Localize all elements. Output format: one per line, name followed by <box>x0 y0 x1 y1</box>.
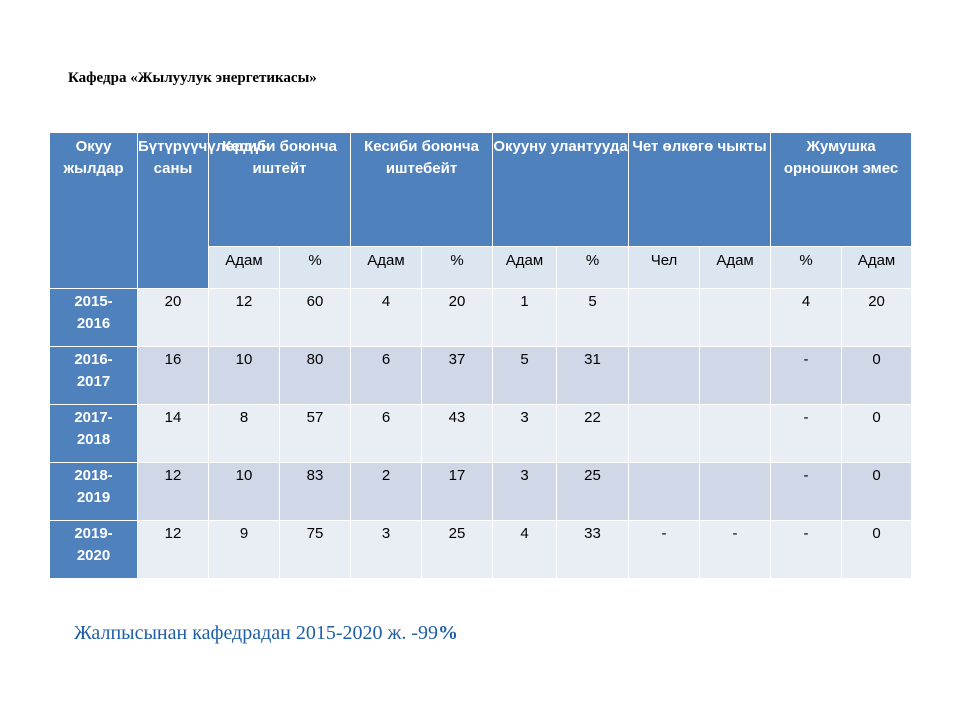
data-cell <box>628 288 701 347</box>
table-row: 2019- 2020 12 9 75 3 25 4 33- - -0 <box>49 520 913 579</box>
data-cell: - <box>770 346 843 405</box>
data-cell: - <box>770 404 843 463</box>
table-row: 2015- 2016 20 12 60 4 20 1 5 4 20 <box>49 288 913 347</box>
subheader-cell: Чел <box>628 246 701 289</box>
year-cell: 2019- 2020 <box>49 520 138 579</box>
data-cell <box>628 346 701 405</box>
data-cell: 57 <box>278 404 352 463</box>
data-cell: 25 <box>421 520 494 579</box>
data-cell: 10 <box>208 462 280 521</box>
year-cell: 2015- 2016 <box>49 288 138 347</box>
data-cell: 6 <box>350 346 423 405</box>
data-cell: 60 <box>278 288 352 347</box>
data-cell: 4 <box>770 288 843 347</box>
data-cell: - <box>770 462 843 521</box>
data-cell: 16 <box>137 346 209 405</box>
data-cell: 8 <box>208 404 280 463</box>
data-cell: - <box>628 520 701 579</box>
subheader-cell: Адам <box>350 246 423 289</box>
subheader-cell: Адам <box>492 246 558 289</box>
data-cell: 5 <box>492 346 558 405</box>
data-cell: 0 <box>841 346 913 405</box>
data-cell: 3 <box>492 462 558 521</box>
data-cell <box>628 404 701 463</box>
data-cell: - <box>699 520 772 579</box>
data-cell: 17 <box>421 462 494 521</box>
summary-text: Жалпысынан кафедрадан 2015-2020 ж. -99 <box>74 622 439 644</box>
data-cell <box>699 288 772 347</box>
summary-note: Жалпысынан кафедрадан 2015-2020 ж. -99% <box>74 622 458 645</box>
data-cell: 31 <box>556 346 630 405</box>
data-cell <box>699 404 772 463</box>
subheader-cell: % <box>278 246 352 289</box>
data-cell: 3 <box>350 520 423 579</box>
data-cell: 20 <box>137 288 209 347</box>
header-went-abroad: Чет өлкөгө чыкты <box>628 132 772 247</box>
data-cell: 0 <box>841 520 913 579</box>
data-cell: 83 <box>278 462 352 521</box>
data-cell <box>699 346 772 405</box>
header-not-working-in-field: Кесиби боюнча иштебейт <box>350 132 494 247</box>
subheader-cell: % <box>556 246 630 289</box>
subheader-cell: Адам <box>699 246 772 289</box>
data-cell: 20 <box>421 288 494 347</box>
table-row: 2017- 2018 14 8 57 6 43 3 22 -0 <box>49 404 913 463</box>
data-cell: 10 <box>208 346 280 405</box>
data-cell: 6 <box>350 404 423 463</box>
data-cell: 2 <box>350 462 423 521</box>
data-cell: 1 <box>492 288 558 347</box>
year-cell: 2017- 2018 <box>49 404 138 463</box>
table-row: 2016- 2017 16 10 80 6 37 5 31 -0 <box>49 346 913 405</box>
data-cell: 0 <box>841 404 913 463</box>
data-cell: 4 <box>350 288 423 347</box>
data-cell: 12 <box>137 462 209 521</box>
data-cell: 43 <box>421 404 494 463</box>
header-years: Окуу жылдар <box>49 132 138 289</box>
data-cell: 0 <box>841 462 913 521</box>
data-cell <box>699 462 772 521</box>
data-cell: 4 <box>492 520 558 579</box>
data-cell <box>628 462 701 521</box>
page-title: Кафедра «Жылуулук энергетикасы» <box>68 70 317 86</box>
header-continuing-study: Окууну улантууда <box>492 132 630 247</box>
year-cell: 2016- 2017 <box>49 346 138 405</box>
header-not-employed: Жумушка орношкон эмес <box>770 132 913 247</box>
data-cell: 9 <box>208 520 280 579</box>
data-cell: 37 <box>421 346 494 405</box>
data-cell: - <box>770 520 843 579</box>
data-cell: 80 <box>278 346 352 405</box>
data-cell: 12 <box>208 288 280 347</box>
data-cell: 25 <box>556 462 630 521</box>
table-row: 2018- 2019 12 10 83 2 17 3 25 -0 <box>49 462 913 521</box>
data-cell: 20 <box>841 288 913 347</box>
header-working-in-field: Кесиби боюнча иштейт <box>207 132 352 247</box>
year-cell: 2018- 2019 <box>49 462 138 521</box>
header-graduates-count: Бүтүрүүчүлөрдүн саны <box>137 132 270 289</box>
data-cell: 12 <box>137 520 209 579</box>
data-cell: 14 <box>137 404 209 463</box>
summary-percent: % <box>438 622 459 644</box>
data-cell: 33 <box>556 520 630 579</box>
subheader-cell: % <box>421 246 494 289</box>
graduates-table: Окуу жылдар Бүтүрүүчүлөрдүн саны Кесиби … <box>49 132 913 579</box>
subheader-cell: % <box>770 246 843 289</box>
data-cell: 5 <box>556 288 630 347</box>
subheader-cell: Адам <box>208 246 280 289</box>
data-cell: 3 <box>492 404 558 463</box>
subheader-cell: Адам <box>841 246 913 289</box>
data-cell: 22 <box>556 404 630 463</box>
data-cell: 75 <box>278 520 352 579</box>
